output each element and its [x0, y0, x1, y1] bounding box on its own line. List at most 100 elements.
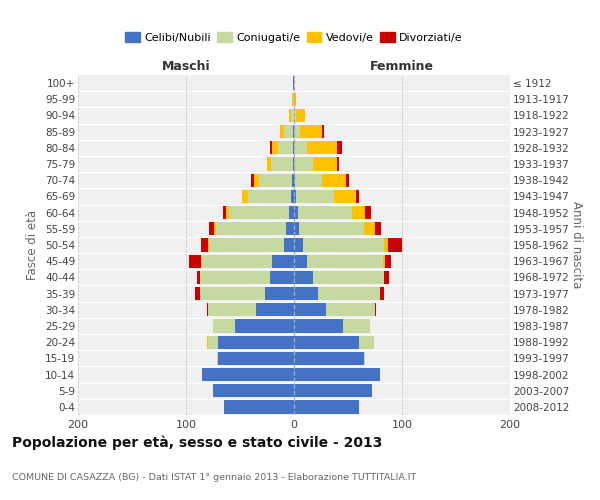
Bar [271, 158, 293, 170]
Bar [213, 320, 235, 332]
Bar [337, 141, 341, 154]
Bar [259, 174, 292, 187]
Bar [356, 190, 359, 203]
Bar [294, 238, 302, 252]
Bar [296, 190, 334, 203]
Bar [242, 190, 248, 203]
Bar [217, 352, 218, 365]
Bar [254, 174, 259, 187]
Bar [294, 320, 343, 332]
Bar [209, 238, 284, 252]
Bar [293, 141, 294, 154]
Bar [294, 141, 307, 154]
Bar [270, 270, 294, 284]
Bar [343, 320, 370, 332]
Bar [364, 222, 375, 235]
Bar [272, 254, 294, 268]
Bar [292, 92, 293, 106]
Bar [294, 109, 296, 122]
Bar [294, 174, 295, 187]
Bar [289, 206, 294, 220]
Bar [200, 287, 265, 300]
Bar [334, 190, 356, 203]
Bar [218, 352, 294, 365]
Bar [294, 254, 307, 268]
Bar [296, 109, 305, 122]
Bar [224, 400, 294, 413]
Bar [380, 287, 383, 300]
Bar [293, 125, 294, 138]
Bar [223, 206, 226, 220]
Bar [208, 336, 218, 349]
Bar [318, 287, 380, 300]
Bar [294, 125, 301, 138]
Bar [294, 206, 298, 220]
Bar [294, 352, 364, 365]
Bar [189, 254, 201, 268]
Bar [265, 287, 294, 300]
Bar [291, 109, 294, 122]
Bar [251, 174, 254, 187]
Bar [294, 92, 296, 106]
Bar [313, 158, 337, 170]
Bar [267, 158, 271, 170]
Bar [272, 141, 278, 154]
Bar [201, 238, 208, 252]
Bar [208, 303, 256, 316]
Bar [359, 336, 374, 349]
Bar [375, 222, 382, 235]
Bar [385, 254, 391, 268]
Bar [214, 222, 216, 235]
Bar [292, 174, 294, 187]
Bar [294, 384, 372, 398]
Bar [280, 125, 284, 138]
Bar [294, 270, 313, 284]
Bar [383, 238, 388, 252]
Bar [202, 254, 272, 268]
Bar [322, 125, 324, 138]
Bar [313, 270, 383, 284]
Bar [302, 238, 383, 252]
Bar [294, 336, 359, 349]
Bar [201, 254, 202, 268]
Bar [294, 190, 296, 203]
Bar [307, 254, 383, 268]
Text: COMUNE DI CASAZZA (BG) - Dati ISTAT 1° gennaio 2013 - Elaborazione TUTTITALIA.IT: COMUNE DI CASAZZA (BG) - Dati ISTAT 1° g… [12, 473, 416, 482]
Bar [307, 141, 337, 154]
Bar [197, 270, 200, 284]
Bar [256, 303, 294, 316]
Bar [365, 206, 371, 220]
Bar [208, 238, 209, 252]
Bar [293, 158, 294, 170]
Bar [291, 190, 294, 203]
Bar [346, 174, 349, 187]
Bar [194, 287, 200, 300]
Bar [293, 76, 294, 90]
Bar [337, 158, 340, 170]
Text: Femmine: Femmine [370, 60, 434, 72]
Legend: Celibi/Nubili, Coniugati/e, Vedovi/e, Divorziati/e: Celibi/Nubili, Coniugati/e, Vedovi/e, Di… [121, 28, 467, 47]
Bar [298, 206, 352, 220]
Bar [388, 238, 402, 252]
Text: Maschi: Maschi [161, 60, 211, 72]
Bar [294, 287, 318, 300]
Y-axis label: Fasce di età: Fasce di età [26, 210, 40, 280]
Bar [209, 222, 214, 235]
Bar [364, 352, 365, 365]
Y-axis label: Anni di nascita: Anni di nascita [571, 202, 583, 288]
Bar [284, 238, 294, 252]
Bar [293, 92, 294, 106]
Bar [294, 400, 359, 413]
Bar [322, 174, 346, 187]
Bar [295, 174, 322, 187]
Bar [289, 109, 291, 122]
Bar [284, 125, 293, 138]
Bar [248, 190, 291, 203]
Bar [383, 254, 385, 268]
Bar [278, 141, 293, 154]
Bar [200, 270, 270, 284]
Bar [216, 222, 286, 235]
Bar [218, 336, 294, 349]
Bar [206, 303, 208, 316]
Bar [375, 303, 376, 316]
